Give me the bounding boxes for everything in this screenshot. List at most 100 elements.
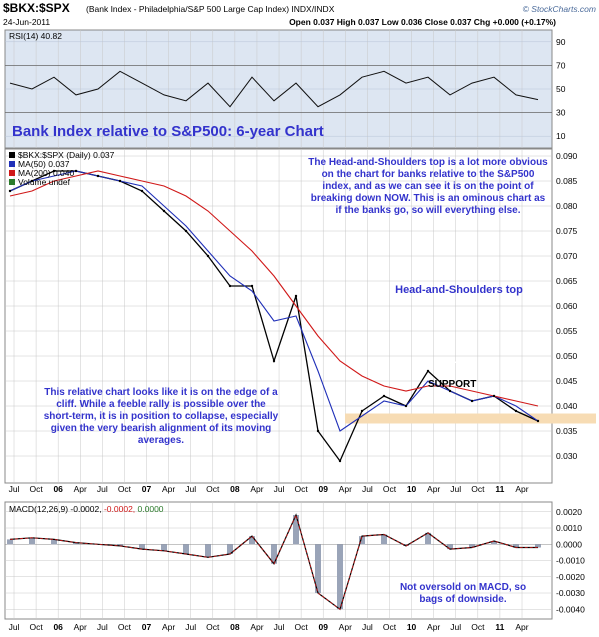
macd-histogram-bar [139,544,145,550]
quote-line: Open 0.037 High 0.037 Low 0.036 Close 0.… [289,17,556,27]
price-tick-label: 0.055 [556,326,578,336]
legend-swatch [9,152,15,158]
price-tick-label: 0.065 [556,276,578,286]
x-tick-label: 11 [495,484,504,494]
price-point [470,399,474,403]
axis-ticks: 0.090 0.085 0.080 0.075 0.070 0.065 0.060 0.055… [556,37,585,614]
x-tick-label: Jul [9,484,20,494]
price-tick-label: 0.085 [556,176,578,186]
symbol-description: (Bank Index - Philadelphia/S&P 500 Large… [86,4,335,14]
rsi-label: RSI(14) 40.82 [9,31,62,41]
x-tick-label: Apr [427,484,440,494]
price-point [162,209,166,213]
macd-histogram-bar [381,534,387,545]
price-point [74,169,78,173]
support-band-rect [345,413,596,424]
source-credit: © StockCharts.com [523,4,596,14]
price-point [272,359,276,363]
x-tick-label: Oct [118,484,132,494]
price-tick-label: 0.040 [556,401,578,411]
legend-entry: MA(200) 0.040 [18,168,74,178]
price-tick-label: 0.030 [556,451,578,461]
legend-entry: MA(50) 0.037 [18,159,70,169]
macd-tick-label: -0.0020 [556,572,585,582]
legend-entry: Volume undef [18,177,71,187]
x-tick-label: Apr [250,622,263,632]
macd-histogram-bar [359,536,365,545]
price-panel [4,148,553,484]
x-tick-label: 06 [53,484,63,494]
macd-histogram-bar [29,537,35,545]
x-tick-label: Oct [295,622,309,632]
price-point [96,174,100,178]
price-point [140,189,144,193]
macd-tick-label: 0.0000 [556,539,582,549]
x-tick-label: 08 [230,484,240,494]
x-tick-label: Jul [97,622,108,632]
hs-right-shoulder: S [511,364,520,379]
price-point [360,409,364,413]
legend-entry: $BKX:$SPX (Daily) 0.037 [18,150,115,160]
x-tick-label: Oct [29,484,43,494]
x-tick-label: Apr [339,622,352,632]
legend-swatch [9,179,15,185]
x-tick-label: 10 [407,622,417,632]
x-tick-label: Oct [383,484,397,494]
x-tick-label: Jul [362,484,373,494]
x-tick-label: Apr [515,622,528,632]
price-tick-label: 0.080 [556,201,578,211]
rsi-tick-label: 10 [556,131,566,141]
price-point [206,254,210,258]
rsi-line [9,70,539,108]
price-point [52,169,56,173]
x-tick-label: Oct [471,622,485,632]
x-tick-label: 09 [318,622,328,632]
price-tick-label: 0.035 [556,426,578,436]
x-tick-label: Apr [74,484,87,494]
x-tick-label: Oct [295,484,309,494]
x-tick-label: Jul [450,484,461,494]
x-tick-label: Jul [274,484,285,494]
legend-swatch [9,161,15,167]
annotation-top: The Head-and-Shoulders top is a lot more… [308,157,548,216]
macd-histogram-bar [469,544,475,548]
price-point [514,409,518,413]
macd-histogram-bar [425,532,431,545]
x-tick-label: Jul [362,622,373,632]
x-tick-label: 06 [53,622,63,632]
x-tick-label: Oct [29,622,43,632]
macd-histogram-bar [337,544,343,610]
x-tick-label: 08 [230,622,240,632]
price-point [492,394,496,398]
x-tick-label: 07 [142,622,152,632]
rsi-tick-label: 90 [556,37,566,47]
x-tick-label: Oct [206,622,220,632]
macd-histogram-bar [315,544,321,593]
macd-tick-label: -0.0010 [556,556,585,566]
macd-histogram-bar [293,515,299,545]
x-tick-label: Apr [427,622,440,632]
macd-histogram-bar [535,544,541,548]
annotation-left: This relative chart looks like it is on … [44,387,279,446]
price-point [118,179,122,183]
support-band [345,413,596,424]
x-tick-label: 09 [318,484,328,494]
macd-label-hist: 0.0000 [135,504,164,514]
ma200-line [9,170,539,407]
x-tick-label: 11 [495,622,504,632]
x-tick-label: Oct [471,484,485,494]
x-tick-label: Apr [515,484,528,494]
x-tick-label: Oct [206,484,220,494]
macd-histogram-bar [117,544,123,546]
x-tick-label: Jul [97,484,108,494]
x-tick-label: Oct [383,622,397,632]
x-tick-label: Oct [118,622,132,632]
x-tick-label: Apr [339,484,352,494]
price-point [404,404,408,408]
x-tick-label: Apr [74,622,87,632]
rsi-tick-label: 50 [556,84,566,94]
macd-histogram-bar [73,542,79,545]
price-point [536,419,540,423]
chart-title: Bank Index relative to S&P500: 6-year Ch… [12,123,324,140]
